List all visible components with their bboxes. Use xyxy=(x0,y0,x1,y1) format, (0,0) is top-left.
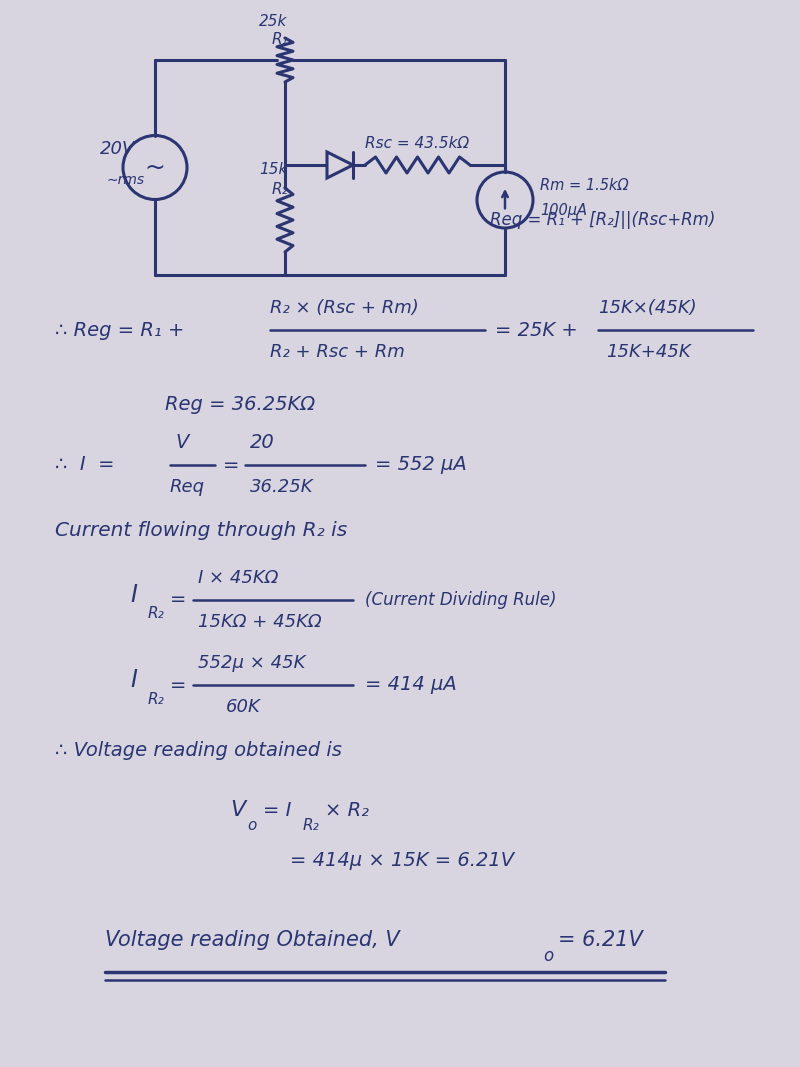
Text: ∼rms: ∼rms xyxy=(107,173,145,187)
Text: R₂: R₂ xyxy=(303,818,320,833)
Text: o: o xyxy=(247,818,256,833)
Text: 25k: 25k xyxy=(259,15,287,30)
Text: Current flowing through R₂ is: Current flowing through R₂ is xyxy=(55,521,347,540)
Text: V: V xyxy=(175,433,188,452)
Text: Reg = 36.25KΩ: Reg = 36.25KΩ xyxy=(165,396,315,414)
Text: I × 45KΩ: I × 45KΩ xyxy=(198,569,278,587)
Text: 552μ × 45K: 552μ × 45K xyxy=(198,654,306,672)
Text: R₂ × (Rsc + Rm): R₂ × (Rsc + Rm) xyxy=(270,299,418,317)
Text: = I: = I xyxy=(263,800,291,819)
Text: R₂: R₂ xyxy=(148,606,165,621)
Text: Rsc = 43.5kΩ: Rsc = 43.5kΩ xyxy=(366,136,470,150)
Text: Req: Req xyxy=(170,478,205,496)
Text: 15KΩ + 45KΩ: 15KΩ + 45KΩ xyxy=(198,614,322,631)
Text: = 6.21V: = 6.21V xyxy=(558,930,642,950)
Text: × R₂: × R₂ xyxy=(325,800,369,819)
Text: R₂ + Rsc + Rm: R₂ + Rsc + Rm xyxy=(270,343,405,361)
Text: R₂: R₂ xyxy=(148,691,165,706)
Text: I: I xyxy=(130,583,137,607)
Text: =: = xyxy=(223,456,239,475)
Text: =: = xyxy=(170,590,186,609)
Text: 15K×(45K): 15K×(45K) xyxy=(598,299,697,317)
Text: 20V: 20V xyxy=(100,141,135,159)
Text: Req = R₁ + [R₂]||(Rsc+Rm): Req = R₁ + [R₂]||(Rsc+Rm) xyxy=(490,211,715,229)
Text: 20: 20 xyxy=(250,433,274,452)
Text: = 25K +: = 25K + xyxy=(495,320,578,339)
Text: =: = xyxy=(170,675,186,695)
Text: I: I xyxy=(130,668,137,692)
Text: Voltage reading Obtained, V: Voltage reading Obtained, V xyxy=(105,930,400,950)
Text: 15K+45K: 15K+45K xyxy=(606,343,690,361)
Text: 15k: 15k xyxy=(259,162,287,177)
Text: ~: ~ xyxy=(145,156,166,179)
Text: 60K: 60K xyxy=(226,698,261,716)
Text: = 552 μA: = 552 μA xyxy=(375,456,466,475)
Text: ∴ Reg = R₁ +: ∴ Reg = R₁ + xyxy=(55,320,184,339)
Text: (Current Dividing Rule): (Current Dividing Rule) xyxy=(365,591,557,609)
Text: = 414 μA: = 414 μA xyxy=(365,675,457,695)
Text: ∴ Voltage reading obtained is: ∴ Voltage reading obtained is xyxy=(55,740,342,760)
Text: R₂: R₂ xyxy=(272,182,288,197)
Text: R₁: R₁ xyxy=(272,32,288,48)
Text: V: V xyxy=(230,800,246,821)
Text: 100μA: 100μA xyxy=(540,203,587,218)
Text: = 414μ × 15K = 6.21V: = 414μ × 15K = 6.21V xyxy=(290,850,514,870)
Text: 36.25K: 36.25K xyxy=(250,478,314,496)
Text: o: o xyxy=(543,947,553,965)
Text: Rm = 1.5kΩ: Rm = 1.5kΩ xyxy=(540,178,629,193)
Text: ∴  I  =: ∴ I = xyxy=(55,456,114,475)
